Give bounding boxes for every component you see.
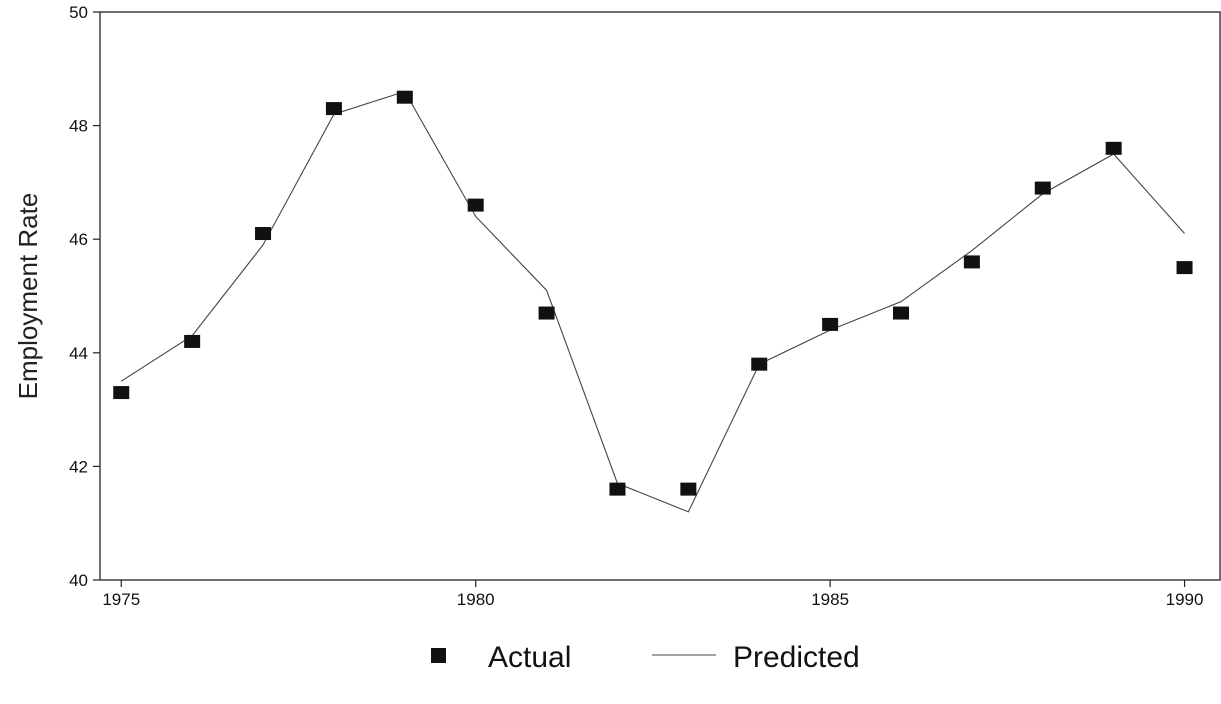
actual-point-1989 — [1105, 141, 1122, 155]
legend-label-predicted: Predicted — [733, 641, 860, 674]
plot-frame — [99, 11, 1221, 581]
legend: Actual Predicted — [431, 641, 860, 674]
actual-point-1979 — [396, 90, 413, 104]
actual-point-1980 — [467, 198, 484, 212]
actual-point-1976 — [184, 334, 201, 348]
y-tick-label: 50 — [69, 3, 88, 22]
actual-point-1984 — [751, 357, 768, 371]
y-axis: 40 42 44 46 48 50 — [69, 3, 100, 590]
x-tick-label: 1985 — [811, 590, 849, 609]
x-axis: 1975 1980 1985 1990 — [102, 580, 1203, 609]
actual-point-1985 — [822, 317, 839, 331]
actual-point-1987 — [963, 255, 980, 269]
legend-marker-actual — [431, 648, 446, 663]
x-tick-label: 1990 — [1166, 590, 1204, 609]
y-tick-label: 46 — [69, 230, 88, 249]
actual-point-1977 — [255, 227, 272, 241]
actual-point-1978 — [325, 102, 342, 116]
y-tick-label: 42 — [69, 457, 88, 476]
actual-point-1990 — [1176, 261, 1193, 275]
actual-point-1983 — [680, 482, 697, 496]
predicted-line — [120, 90, 1185, 513]
actual-point-1988 — [1034, 181, 1051, 195]
actual-point-1975 — [113, 386, 130, 400]
legend-label-actual: Actual — [488, 641, 571, 674]
y-axis-title: Employment Rate — [13, 193, 43, 400]
y-tick-label: 40 — [69, 571, 88, 590]
y-tick-label: 48 — [69, 117, 88, 136]
series-layer — [113, 90, 1193, 513]
actual-point-1981 — [538, 306, 555, 320]
actual-point-1986 — [893, 306, 910, 320]
x-tick-label: 1980 — [457, 590, 495, 609]
actual-point-1982 — [609, 482, 626, 496]
x-tick-label: 1975 — [102, 590, 140, 609]
y-tick-label: 44 — [69, 344, 88, 363]
